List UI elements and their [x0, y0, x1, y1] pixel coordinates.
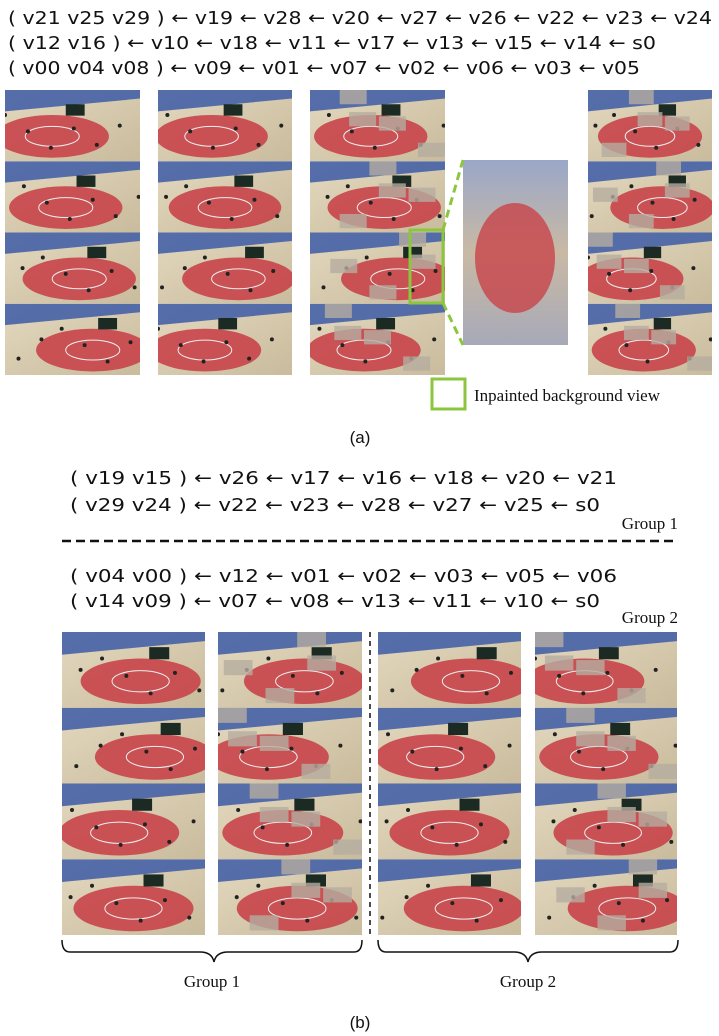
image-tile — [158, 233, 295, 304]
image-tile — [218, 632, 365, 708]
image-tile — [525, 632, 677, 708]
zoom-line — [443, 160, 463, 230]
image-tile — [208, 708, 362, 784]
sequence: ( v04 v00 ) ← v12 ← v01 ← v02 ← v03 ← v0… — [70, 566, 617, 587]
image-tile — [62, 859, 205, 935]
image-tile — [535, 784, 677, 860]
sequence: ( v21 v25 v29 ) ← v19 ← v28 ← v20 ← v27 … — [8, 8, 712, 29]
image-tile — [375, 708, 521, 784]
brace — [378, 940, 678, 962]
image-tile — [5, 304, 149, 375]
image-tile — [218, 784, 363, 860]
image-tile — [588, 304, 713, 375]
image-tile — [378, 784, 521, 860]
sequence: ( v19 v15 ) ← v26 ← v17 ← v16 ← v18 ← v2… — [70, 468, 617, 489]
image-tile — [310, 161, 445, 232]
group-label: Group 2 — [622, 608, 678, 627]
image-tile — [588, 161, 714, 232]
image-tile — [579, 233, 712, 304]
group-label: Group 1 — [622, 514, 678, 533]
group-label: Group 2 — [500, 972, 556, 991]
image-tile — [588, 90, 712, 161]
image-tile — [59, 784, 205, 860]
image-tile — [5, 233, 140, 304]
image-tile — [158, 161, 292, 232]
image-tile — [218, 859, 362, 935]
inpainted-court — [475, 203, 555, 313]
image-tile — [378, 859, 524, 935]
image-tile — [310, 233, 454, 304]
image-tile — [5, 161, 141, 232]
image-tile — [535, 859, 687, 935]
sequence: ( v29 v24 ) ← v22 ← v23 ← v28 ← v27 ← v2… — [70, 495, 600, 516]
image-tile — [307, 304, 445, 375]
image-tile — [378, 632, 531, 708]
image-tile — [155, 90, 292, 161]
image-tile — [62, 708, 215, 784]
image-tile — [149, 304, 292, 375]
legend-swatch — [432, 379, 465, 409]
sequence: ( v00 v04 v08 ) ← v09 ← v01 ← v07 ← v02 … — [8, 58, 640, 79]
group-label: Group 1 — [184, 972, 240, 991]
caption: (b) — [350, 1013, 371, 1032]
figure: ( v21 v25 v29 ) ← v19 ← v28 ← v20 ← v27 … — [0, 0, 719, 1036]
image-tile — [535, 708, 678, 784]
image-tile — [0, 90, 140, 161]
legend-text: Inpainted background view — [474, 386, 661, 405]
sequence: ( v14 v09 ) ← v07 ← v08 ← v13 ← v11 ← v1… — [70, 591, 600, 612]
brace — [62, 940, 362, 962]
sequence: ( v12 v16 ) ← v10 ← v18 ← v11 ← v17 ← v1… — [8, 33, 656, 54]
caption: (a) — [350, 428, 371, 447]
zoom-line — [443, 303, 463, 345]
image-tile — [62, 632, 205, 708]
image-tile — [310, 90, 446, 161]
